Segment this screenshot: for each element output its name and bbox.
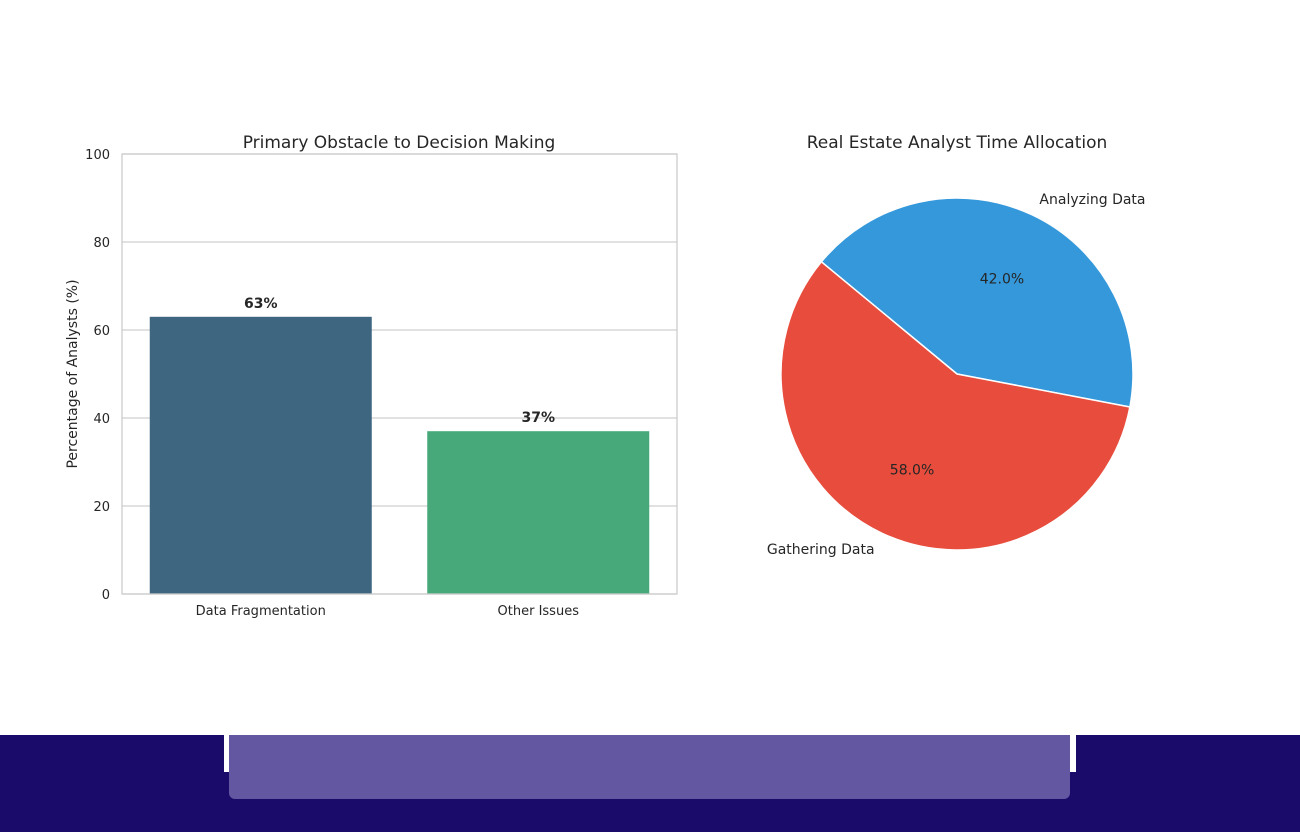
pie-percent-label: 58.0% <box>890 463 934 479</box>
footer-notch-left <box>224 735 232 772</box>
bar-y-tick-label: 0 <box>102 588 110 603</box>
bar-x-tick-label: Data Fragmentation <box>196 604 326 619</box>
footer-left-block <box>0 735 224 772</box>
bar-y-tick-label: 100 <box>85 148 110 163</box>
charts-canvas: Primary Obstacle to Decision Making Perc… <box>65 133 1146 619</box>
footer-bar <box>229 735 1070 799</box>
bar-x-tick-label: Other Issues <box>498 604 580 619</box>
pie-category-label: Analyzing Data <box>1039 192 1145 208</box>
pie-slices <box>780 197 1134 551</box>
bar-y-tick-label: 60 <box>93 324 110 339</box>
bar-y-tick-label: 80 <box>93 236 110 251</box>
pie-chart-title: Real Estate Analyst Time Allocation <box>807 133 1108 153</box>
bar-y-tick-label: 20 <box>93 500 110 515</box>
bar-chart-title: Primary Obstacle to Decision Making <box>243 133 556 153</box>
bar-data-label: 37% <box>521 410 555 426</box>
footer-right-block <box>1076 735 1300 772</box>
bar-data-label: 63% <box>244 296 278 312</box>
footer-notch-right <box>1068 735 1076 772</box>
pie-chart: Real Estate Analyst Time Allocation 42.0… <box>767 133 1146 558</box>
pie-slice-analyzing-data <box>820 197 1134 408</box>
bar-y-ticks: 0 20 40 60 80 100 <box>85 148 110 603</box>
bar-x-ticks: Data Fragmentation Other Issues <box>196 604 580 619</box>
bar-chart-ylabel: Percentage of Analysts (%) <box>65 279 81 468</box>
bar-y-tick-label: 40 <box>93 412 110 427</box>
pie-percent-label: 42.0% <box>980 271 1024 287</box>
pie-category-label: Gathering Data <box>767 542 875 558</box>
bar-plot-frame <box>121 153 678 595</box>
bar-series <box>149 316 650 594</box>
bar-data-labels: 63% 37% <box>244 296 555 426</box>
bar-data-fragmentation <box>149 316 372 594</box>
bar-other-issues <box>427 431 650 594</box>
bar-chart: Primary Obstacle to Decision Making Perc… <box>65 133 678 619</box>
pie-slice-gathering-data <box>780 260 1131 551</box>
pie-labels: 42.0% Analyzing Data 58.0% Gathering Data <box>767 192 1146 558</box>
